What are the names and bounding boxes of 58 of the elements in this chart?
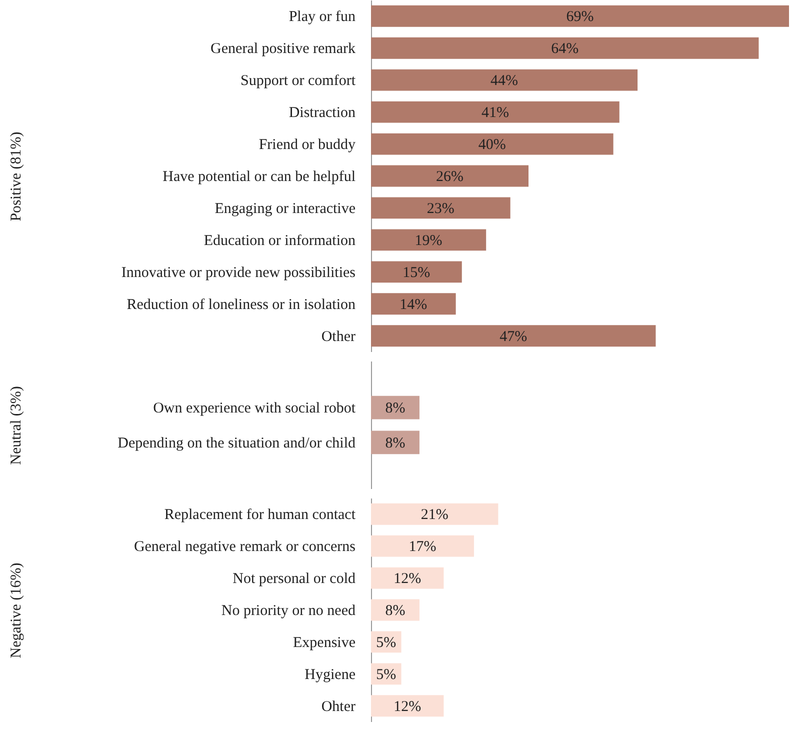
data-label: 19% (414, 232, 442, 249)
y-tick-label: Reduction of loneliness or in isolation (126, 296, 356, 313)
data-label: 5% (376, 666, 396, 683)
bar (371, 197, 510, 219)
data-label: 8% (385, 603, 406, 619)
bar (371, 5, 789, 27)
y-tick-label: General positive remark (210, 41, 356, 58)
y-tick-label: Support or comfort (240, 73, 356, 90)
data-label: 21% (420, 507, 448, 524)
y-tick-label: Depending on the situation and/or child (118, 435, 356, 452)
y-axis-title: Positive (81%) (8, 132, 24, 222)
bar (371, 535, 474, 557)
y-tick-label: Expensive (293, 634, 356, 651)
y-tick-label: Distraction (288, 105, 356, 122)
data-label: 8% (385, 435, 406, 452)
y-tick-label: Other (321, 328, 356, 345)
bar (371, 695, 444, 717)
data-label: 41% (481, 105, 509, 122)
y-tick-label: Play or fun (288, 9, 356, 26)
bar (371, 165, 529, 187)
bar (371, 37, 759, 59)
y-axis-title: Neutral (3%) (8, 386, 24, 465)
bar (371, 229, 486, 251)
y-tick-label: Friend or buddy (258, 137, 356, 154)
bar (371, 503, 498, 525)
data-label: 64% (551, 41, 579, 58)
data-label: 15% (402, 264, 430, 281)
y-axis-title: Negative (16%) (8, 562, 24, 658)
y-tick-label: Ohter (321, 698, 356, 715)
data-label: 8% (385, 400, 406, 417)
bar (371, 133, 614, 155)
data-label: 12% (394, 698, 422, 715)
y-tick-label: Innovative or provide new possibilities (121, 264, 356, 281)
data-label: 26% (436, 169, 464, 185)
y-tick-label: Engaging or interactive (214, 200, 356, 217)
data-label: 5% (376, 634, 396, 651)
data-label: 12% (394, 571, 422, 588)
y-tick-label: No priority or no need (221, 603, 356, 619)
bar (371, 101, 620, 123)
data-label: 69% (566, 9, 594, 26)
bar (371, 567, 444, 589)
y-tick-label: Own experience with social robot (153, 400, 356, 417)
data-label: 47% (500, 328, 528, 345)
bar (371, 261, 462, 283)
data-label: 17% (408, 539, 436, 556)
data-label: 44% (490, 73, 518, 90)
data-label: 40% (478, 137, 506, 154)
bar (371, 325, 656, 347)
data-label: 23% (426, 200, 454, 217)
y-tick-label: Hygiene (304, 666, 356, 683)
data-label: 14% (400, 296, 428, 313)
bar (371, 293, 456, 315)
y-tick-label: Education or information (204, 232, 356, 249)
bar (371, 69, 638, 91)
y-tick-label: Not personal or cold (232, 571, 356, 588)
y-tick-label: General negative remark or concerns (134, 539, 356, 556)
y-tick-label: Replacement for human contact (164, 507, 356, 524)
y-tick-label: Have potential or can be helpful (162, 169, 356, 185)
